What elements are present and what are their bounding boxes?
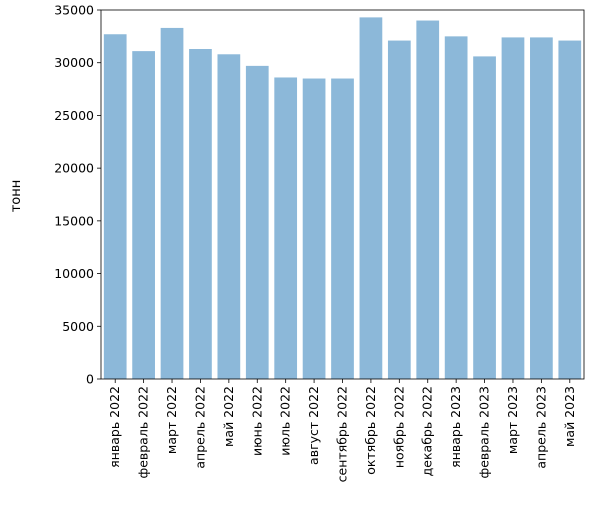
x-axis: январь 2022 февраль 2022 март 2022 апрель 2…: [107, 379, 577, 482]
y-axis: 0 5000 10000 15000 20000 25000 30000 35000: [54, 3, 101, 387]
bar: [160, 27, 184, 379]
bar: [530, 37, 553, 379]
x-tick-label: апрель 2022: [192, 386, 207, 469]
bar: [558, 40, 582, 379]
y-tick-label: 20000: [54, 161, 94, 176]
y-tick-label: 25000: [54, 108, 94, 123]
x-tick-label: сентябрь 2022: [335, 386, 350, 482]
bar: [473, 56, 496, 379]
bar: [444, 36, 468, 380]
x-tick-label: май 2023: [562, 386, 577, 447]
x-tick-label: январь 2023: [448, 386, 463, 468]
y-tick-label: 35000: [54, 3, 94, 18]
bar: [245, 65, 269, 379]
x-tick-label: декабрь 2022: [420, 386, 435, 476]
bar: [387, 40, 411, 379]
plot-frame: [100, 9, 585, 380]
x-tick-label: август 2022: [306, 386, 321, 465]
bar: [331, 78, 354, 379]
x-tick-label: апрель 2023: [533, 386, 548, 469]
bars-layer: [103, 17, 582, 380]
x-tick-label: январь 2022: [107, 386, 122, 468]
x-tick-label: май 2022: [221, 386, 236, 447]
bar: [189, 49, 212, 379]
y-tick-label: 15000: [54, 213, 94, 228]
y-tick-label: 10000: [54, 266, 94, 281]
x-tick-label: июнь 2022: [249, 386, 264, 456]
bar: [359, 17, 383, 379]
x-tick-label: февраль 2023: [477, 386, 492, 478]
bar: [274, 77, 298, 379]
y-tick-label: 30000: [54, 55, 94, 70]
bar: [217, 54, 241, 379]
x-tick-label: март 2022: [164, 386, 179, 454]
y-tick-label: 0: [86, 372, 94, 387]
x-tick-label: июль 2022: [278, 386, 293, 456]
bar: [416, 20, 440, 379]
x-tick-label: март 2023: [505, 386, 520, 454]
y-tick-label: 5000: [62, 319, 94, 334]
x-tick-label: ноябрь 2022: [391, 386, 406, 468]
bar: [132, 51, 155, 380]
bar: [302, 78, 326, 379]
bar: [103, 34, 127, 379]
x-tick-label: октябрь 2022: [363, 386, 378, 475]
y-axis-label: тонн: [9, 180, 24, 213]
x-tick-label: февраль 2022: [136, 386, 151, 478]
bar: [501, 37, 525, 379]
